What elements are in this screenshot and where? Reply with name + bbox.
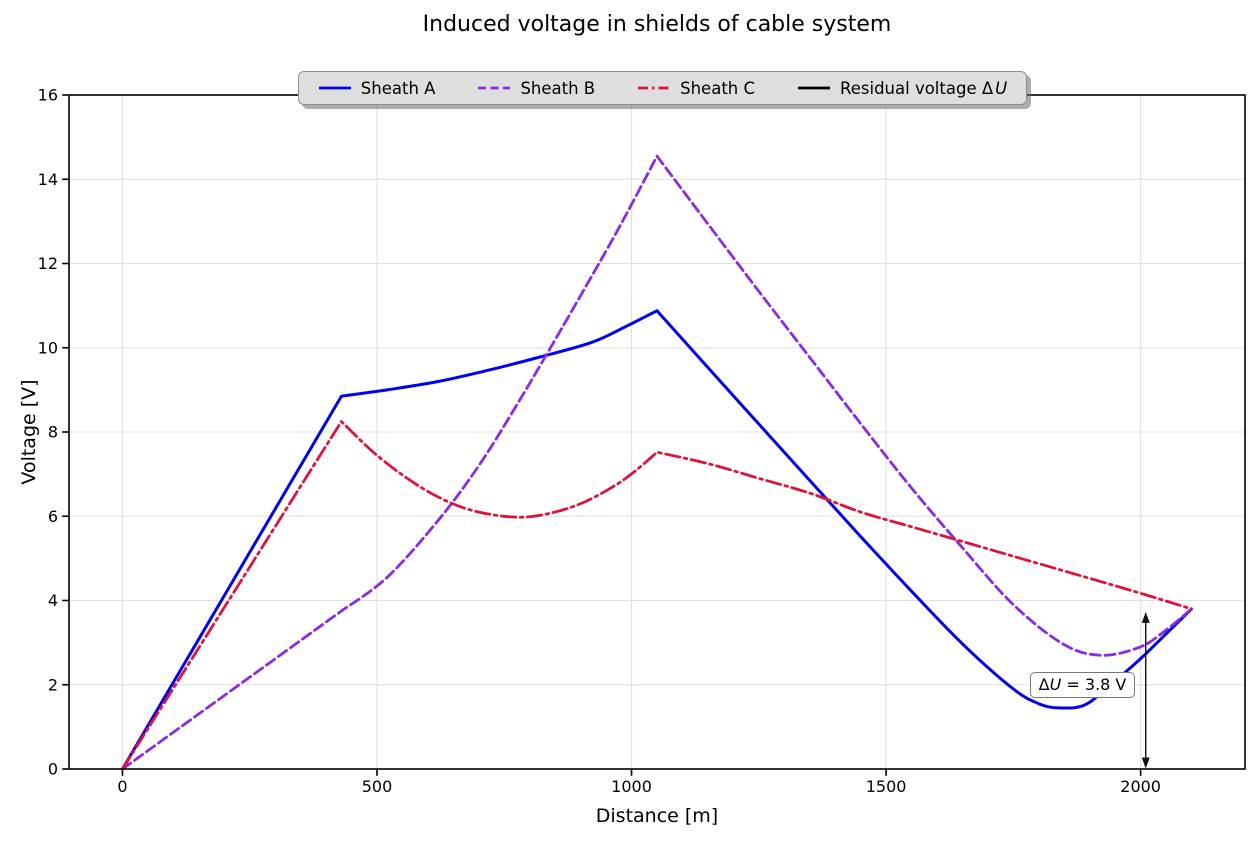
grid-lines — [69, 95, 1245, 769]
y-tick-label-2: 2 — [48, 675, 58, 694]
x-tick-label-1500: 1500 — [866, 777, 907, 796]
legend-line-sample — [798, 86, 831, 90]
curve-sheath-b — [121, 154, 1193, 771]
x-tick-label-0: 0 — [117, 777, 127, 796]
y-tick-label-6: 6 — [48, 507, 58, 526]
y-tick-label-10: 10 — [38, 338, 58, 357]
annotation-delta: Δ — [1038, 675, 1050, 695]
legend-label: Sheath A — [360, 78, 436, 98]
x-tick-label-500: 500 — [362, 777, 393, 796]
y-tick-label-8: 8 — [48, 423, 58, 442]
arrow-head-up — [1141, 611, 1150, 623]
annotation-variable: U — [1049, 675, 1062, 695]
annotation-box: ΔU = 3.8 V — [1029, 672, 1136, 699]
tick-marks — [62, 94, 1142, 776]
legend-item-sheath-c: Sheath C — [637, 79, 755, 98]
legend-line-sample — [478, 86, 511, 90]
x-axis-label: Distance [m] — [595, 805, 719, 827]
legend-line-sample — [318, 86, 351, 90]
y-axis-label: Voltage [V] — [18, 379, 40, 485]
legend-item-sheath-b: Sheath B — [477, 79, 595, 98]
legend: Sheath A Sheath B Sheath C Residual voltage… — [298, 71, 1027, 105]
chart-title: Induced voltage in shields of cable syst… — [422, 12, 892, 37]
x-tick-label-1000: 1000 — [611, 777, 652, 796]
legend-item-sheath-a: Sheath A — [318, 78, 436, 98]
y-tick-label-12: 12 — [38, 254, 58, 273]
annotation-value: = 3.8 V — [1061, 675, 1127, 695]
legend-label: Sheath B — [520, 78, 596, 98]
legend-label: Sheath C — [680, 78, 756, 98]
y-tick-label-4: 4 — [48, 591, 58, 610]
curve-sheath-a — [121, 309, 1193, 771]
y-tick-label-0: 0 — [48, 760, 58, 779]
arrow-head-down — [1141, 757, 1150, 769]
tick-labels: 0 500 1000 1500 2000 0 2 4 6 8 10 12 14 16 — [38, 86, 1161, 797]
y-tick-label-14: 14 — [38, 170, 58, 189]
legend-label: Residual voltage Δ — [840, 78, 994, 98]
curve-sheath-c — [121, 420, 1193, 771]
x-tick-label-2000: 2000 — [1120, 777, 1161, 796]
y-tick-label-16: 16 — [38, 86, 58, 105]
legend-label-variable: U — [995, 78, 1008, 98]
curves — [121, 154, 1193, 771]
legend-line-sample — [638, 86, 671, 90]
residual-voltage-arrow — [1141, 611, 1150, 769]
